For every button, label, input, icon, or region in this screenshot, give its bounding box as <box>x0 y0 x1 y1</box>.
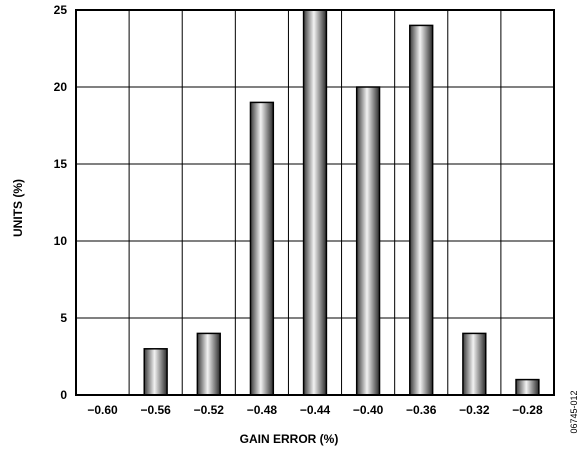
x-axis-label: GAIN ERROR (%) <box>240 432 339 446</box>
x-tick-label: −0.40 <box>353 403 384 417</box>
y-tick-labels: 0 5 10 15 20 25 <box>54 3 68 402</box>
x-tick-labels: −0.60 −0.56 −0.52 −0.48 −0.44 −0.40 −0.36 −0.32… <box>87 403 543 417</box>
bar-−0.48 <box>249 101 275 396</box>
x-tick-label: −0.56 <box>140 403 171 417</box>
bar-−0.56 <box>143 348 168 396</box>
x-tick-label: −0.52 <box>194 403 225 417</box>
x-tick-label: −0.36 <box>406 403 437 417</box>
y-tick-label: 25 <box>54 3 68 17</box>
bar-−0.28 <box>515 378 540 396</box>
bar-−0.32 <box>462 332 487 396</box>
y-tick-label: 20 <box>54 80 68 94</box>
bars <box>143 9 540 396</box>
y-axis-label: UNITS (%) <box>11 179 25 237</box>
x-tick-label: −0.48 <box>247 403 278 417</box>
x-tick-label: −0.60 <box>87 403 118 417</box>
y-tick-label: 10 <box>54 234 68 248</box>
y-tick-label: 0 <box>60 388 67 402</box>
bar-−0.52 <box>196 332 221 396</box>
x-tick-label: −0.32 <box>459 403 490 417</box>
bar-−0.40 <box>355 86 381 396</box>
bar-−0.36 <box>409 24 434 396</box>
bar-−0.44 <box>302 9 328 396</box>
y-tick-label: 15 <box>54 157 68 171</box>
plot-frame <box>75 9 555 396</box>
figure-id: 06745-012 <box>569 390 579 433</box>
y-tick-label: 5 <box>60 311 67 325</box>
x-tick-label: −0.28 <box>512 403 543 417</box>
x-tick-label: −0.44 <box>300 403 331 417</box>
